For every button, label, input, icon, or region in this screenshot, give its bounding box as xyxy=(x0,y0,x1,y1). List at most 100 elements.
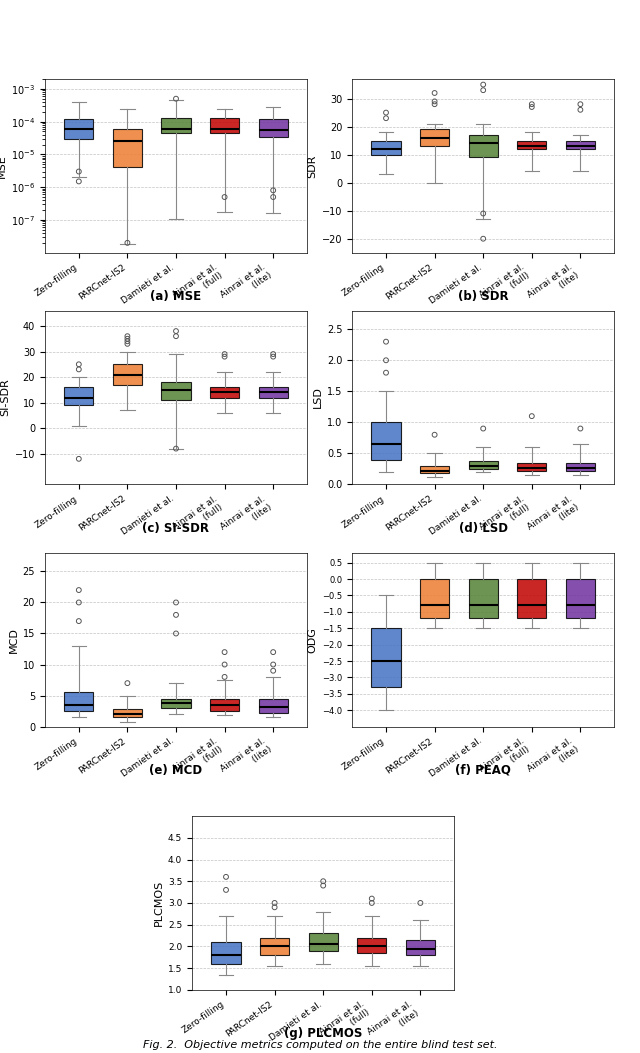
PathPatch shape xyxy=(210,118,239,133)
PathPatch shape xyxy=(260,937,289,955)
Text: (d) LSD: (d) LSD xyxy=(459,522,508,535)
Point xyxy=(381,352,391,369)
Point xyxy=(381,104,391,121)
Point xyxy=(268,188,278,205)
Point xyxy=(122,333,132,350)
Point xyxy=(171,322,181,339)
Point xyxy=(478,76,488,93)
Point xyxy=(74,361,84,378)
Point xyxy=(268,643,278,660)
Point xyxy=(268,182,278,199)
Point xyxy=(429,426,440,443)
PathPatch shape xyxy=(113,364,142,384)
Point xyxy=(527,96,537,113)
Y-axis label: LSD: LSD xyxy=(312,386,323,409)
Text: Fig. 2.  Objective metrics computed on the entire blind test set.: Fig. 2. Objective metrics computed on th… xyxy=(143,1039,497,1050)
Point xyxy=(74,451,84,468)
Point xyxy=(575,101,586,118)
Point xyxy=(74,613,84,630)
Point xyxy=(367,890,377,907)
Point xyxy=(220,643,230,660)
Point xyxy=(318,873,328,890)
PathPatch shape xyxy=(517,462,547,471)
PathPatch shape xyxy=(161,118,191,133)
Point xyxy=(268,349,278,365)
PathPatch shape xyxy=(468,135,498,158)
Point xyxy=(122,254,132,271)
Point xyxy=(415,894,426,911)
Point xyxy=(171,625,181,642)
Point xyxy=(381,333,391,350)
Point xyxy=(429,96,440,113)
Point xyxy=(220,669,230,686)
Y-axis label: MCD: MCD xyxy=(8,627,19,653)
Y-axis label: SDR: SDR xyxy=(308,154,317,178)
Point xyxy=(122,336,132,353)
PathPatch shape xyxy=(259,388,288,397)
Point xyxy=(268,656,278,673)
PathPatch shape xyxy=(420,130,449,146)
Point xyxy=(478,420,488,437)
Point xyxy=(381,364,391,381)
Point xyxy=(575,96,586,113)
PathPatch shape xyxy=(566,579,595,618)
PathPatch shape xyxy=(210,698,239,711)
Text: (c) SI-SDR: (c) SI-SDR xyxy=(143,522,209,535)
PathPatch shape xyxy=(211,942,241,963)
Text: (a) MSE: (a) MSE xyxy=(150,291,202,303)
Text: (b) SDR: (b) SDR xyxy=(458,291,509,303)
PathPatch shape xyxy=(371,141,401,155)
PathPatch shape xyxy=(371,629,401,688)
Y-axis label: MSE: MSE xyxy=(0,154,6,178)
Y-axis label: ODG: ODG xyxy=(308,627,318,653)
Point xyxy=(318,877,328,894)
Point xyxy=(575,420,586,437)
Point xyxy=(527,99,537,116)
Text: (e) MCD: (e) MCD xyxy=(149,764,203,777)
PathPatch shape xyxy=(64,693,93,711)
Point xyxy=(122,675,132,692)
Point xyxy=(171,440,181,457)
Point xyxy=(367,894,377,911)
Y-axis label: PLCMOS: PLCMOS xyxy=(154,880,164,926)
PathPatch shape xyxy=(308,933,338,951)
Point xyxy=(74,163,84,180)
Point xyxy=(221,869,231,886)
Point xyxy=(171,327,181,344)
PathPatch shape xyxy=(357,937,387,953)
Text: (f) PEAQ: (f) PEAQ xyxy=(455,764,511,777)
PathPatch shape xyxy=(517,579,547,618)
PathPatch shape xyxy=(420,465,449,473)
Point xyxy=(122,331,132,347)
PathPatch shape xyxy=(161,698,191,708)
PathPatch shape xyxy=(566,141,595,150)
PathPatch shape xyxy=(259,119,288,137)
PathPatch shape xyxy=(161,382,191,400)
Point xyxy=(221,881,231,898)
Point xyxy=(220,349,230,365)
Point xyxy=(74,581,84,598)
PathPatch shape xyxy=(113,128,142,167)
PathPatch shape xyxy=(113,710,142,717)
PathPatch shape xyxy=(259,698,288,713)
Text: (g) PLCMOS: (g) PLCMOS xyxy=(284,1028,362,1040)
PathPatch shape xyxy=(406,940,435,955)
PathPatch shape xyxy=(566,462,595,471)
Point xyxy=(478,82,488,99)
Point xyxy=(429,93,440,110)
Point xyxy=(171,607,181,623)
PathPatch shape xyxy=(64,119,93,139)
Point xyxy=(220,345,230,362)
Point xyxy=(381,110,391,126)
Point xyxy=(74,173,84,190)
Point xyxy=(527,408,537,424)
Point xyxy=(268,662,278,679)
Point xyxy=(74,356,84,373)
Point xyxy=(478,205,488,222)
Y-axis label: SI-SDR: SI-SDR xyxy=(1,379,10,416)
PathPatch shape xyxy=(468,579,498,618)
Point xyxy=(269,894,280,911)
PathPatch shape xyxy=(210,388,239,397)
Point xyxy=(74,594,84,611)
PathPatch shape xyxy=(420,579,449,618)
